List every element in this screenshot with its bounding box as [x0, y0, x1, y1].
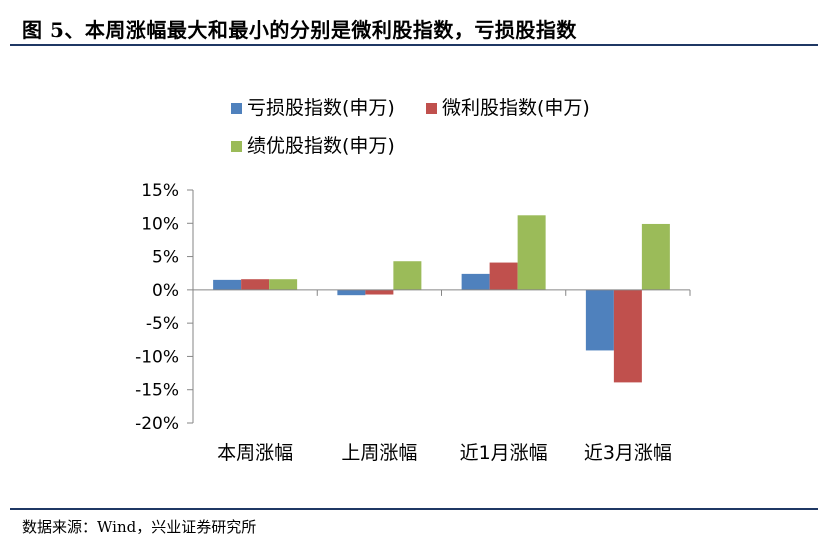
- y-tick-label: 10%: [141, 214, 179, 234]
- y-tick-label: -20%: [135, 414, 179, 434]
- y-tick-label: 0%: [152, 281, 179, 301]
- x-tick-label: 本周涨幅: [217, 442, 293, 464]
- y-tick-label: 15%: [141, 181, 179, 201]
- y-tick-label: 5%: [152, 248, 179, 268]
- y-tick-label: -15%: [135, 381, 179, 401]
- legend-label: 微利股指数(申万): [442, 97, 590, 119]
- y-axis: 15% 10% 5% 0% -5% -10% -15% -20%: [135, 181, 194, 434]
- bar: [213, 279, 242, 290]
- x-axis: 本周涨幅 上周涨幅 近1月涨幅 近3月涨幅: [192, 289, 691, 464]
- bar: [613, 289, 642, 383]
- legend-swatch: [231, 141, 242, 152]
- legend: 亏损股指数(申万) 微利股指数(申万) 绩优股指数(申万): [231, 97, 590, 157]
- bottom-rule: [10, 508, 818, 510]
- bar: [517, 215, 546, 290]
- top-rule: [10, 44, 818, 46]
- figure-title: 图 5、本周涨幅最大和最小的分别是微利股指数，亏损股指数: [22, 18, 577, 42]
- bar: [585, 289, 614, 351]
- y-tick-label: -10%: [135, 347, 179, 367]
- legend-swatch: [231, 103, 242, 114]
- bar: [241, 279, 270, 290]
- bar: [269, 279, 298, 290]
- x-tick-label: 近1月涨幅: [460, 442, 548, 464]
- x-tick-label: 近3月涨幅: [584, 442, 672, 464]
- bar: [337, 289, 366, 296]
- bar: [489, 262, 518, 290]
- legend-label: 亏损股指数(申万): [247, 97, 395, 119]
- legend-label: 绩优股指数(申万): [247, 135, 395, 157]
- bars: [213, 215, 670, 383]
- x-tick-label: 上周涨幅: [341, 442, 417, 464]
- legend-swatch: [426, 103, 437, 114]
- bar: [461, 273, 490, 290]
- bar: [365, 289, 394, 295]
- source-note: 数据来源：Wind，兴业证券研究所: [22, 518, 257, 536]
- bar: [393, 261, 422, 290]
- y-tick-label: -5%: [146, 314, 179, 334]
- bar: [641, 223, 670, 290]
